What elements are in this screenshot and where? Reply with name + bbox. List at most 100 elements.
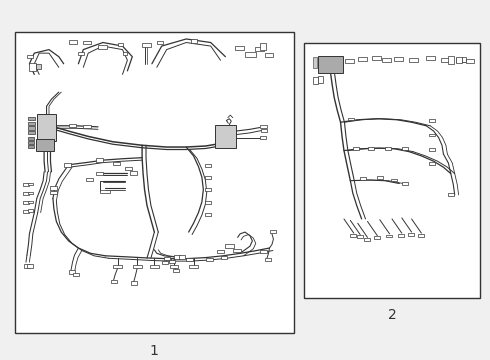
Bar: [28, 131, 35, 134]
Bar: [260, 42, 266, 50]
Bar: [122, 52, 127, 55]
Bar: [28, 126, 35, 130]
Bar: [374, 236, 380, 239]
Bar: [28, 117, 35, 121]
Bar: [78, 52, 84, 55]
Bar: [113, 265, 122, 268]
Bar: [466, 59, 474, 63]
Bar: [255, 48, 264, 51]
Bar: [426, 56, 435, 60]
Bar: [28, 210, 33, 212]
Bar: [304, 42, 480, 298]
Bar: [23, 192, 29, 195]
Bar: [265, 258, 271, 261]
Bar: [113, 162, 120, 165]
Bar: [398, 234, 404, 237]
Bar: [345, 59, 354, 63]
Bar: [191, 39, 197, 42]
Bar: [69, 40, 77, 44]
Bar: [217, 250, 224, 253]
Bar: [456, 58, 465, 62]
Bar: [28, 122, 35, 125]
Bar: [313, 77, 318, 84]
Bar: [462, 57, 466, 62]
Bar: [235, 46, 244, 50]
Bar: [377, 176, 383, 179]
Bar: [36, 139, 54, 152]
Bar: [157, 41, 163, 44]
Bar: [270, 230, 276, 233]
Bar: [260, 250, 267, 253]
Bar: [189, 265, 198, 268]
Bar: [28, 192, 33, 194]
Bar: [130, 171, 137, 175]
Bar: [50, 191, 57, 194]
Bar: [174, 256, 180, 258]
Bar: [418, 234, 424, 237]
Bar: [205, 189, 211, 191]
Bar: [83, 41, 91, 44]
Bar: [83, 125, 91, 128]
Bar: [402, 182, 408, 185]
Bar: [448, 56, 454, 64]
Bar: [98, 45, 107, 49]
Bar: [245, 52, 256, 57]
Bar: [372, 56, 381, 60]
Bar: [131, 281, 137, 284]
Bar: [350, 234, 356, 237]
Bar: [73, 273, 79, 276]
Bar: [173, 269, 179, 272]
Bar: [15, 32, 294, 333]
Bar: [260, 125, 267, 128]
Bar: [348, 118, 354, 121]
Bar: [27, 55, 33, 58]
Bar: [233, 249, 241, 252]
Bar: [429, 120, 435, 122]
Text: 2: 2: [388, 308, 396, 322]
Bar: [133, 265, 142, 268]
Bar: [100, 190, 110, 193]
Bar: [205, 213, 211, 216]
Bar: [456, 57, 462, 63]
Bar: [186, 258, 193, 261]
Bar: [441, 58, 450, 62]
Bar: [96, 172, 103, 175]
Bar: [353, 147, 359, 150]
Bar: [408, 233, 414, 236]
Bar: [394, 57, 403, 61]
Bar: [28, 137, 34, 140]
Bar: [206, 258, 213, 261]
Bar: [86, 177, 93, 181]
Bar: [429, 148, 435, 150]
Text: 1: 1: [150, 344, 159, 358]
Bar: [28, 183, 33, 185]
Bar: [50, 186, 57, 190]
Bar: [24, 264, 30, 267]
Bar: [69, 124, 76, 127]
Bar: [162, 261, 168, 264]
Bar: [357, 235, 363, 238]
Bar: [28, 145, 34, 148]
Bar: [36, 64, 41, 69]
Bar: [125, 167, 132, 170]
Bar: [23, 183, 29, 186]
Bar: [23, 210, 29, 213]
Bar: [429, 162, 435, 165]
Bar: [260, 136, 266, 139]
Bar: [318, 76, 323, 83]
Bar: [64, 163, 71, 167]
Bar: [118, 43, 123, 46]
Bar: [205, 201, 211, 204]
Bar: [29, 63, 36, 71]
Bar: [391, 179, 397, 181]
Bar: [368, 147, 374, 150]
Bar: [382, 58, 391, 62]
Bar: [261, 129, 267, 132]
Bar: [28, 201, 33, 203]
Bar: [111, 280, 117, 283]
Bar: [164, 257, 170, 260]
Bar: [96, 158, 103, 162]
Bar: [318, 56, 343, 73]
Bar: [429, 134, 435, 136]
Bar: [360, 177, 366, 180]
